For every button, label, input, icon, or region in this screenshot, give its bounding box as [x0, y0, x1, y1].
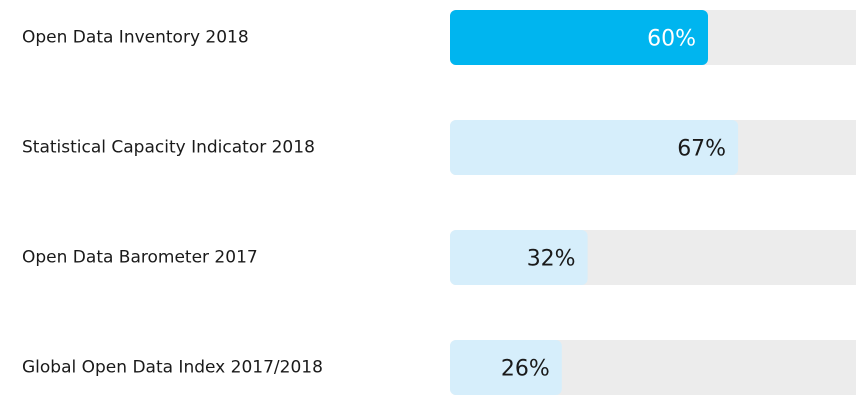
- value-label: 26%: [501, 357, 550, 382]
- row-label: Open Data Barometer 2017: [22, 248, 258, 268]
- value-label: 67%: [677, 137, 726, 162]
- row-label: Open Data Inventory 2018: [22, 28, 249, 48]
- bar: [450, 120, 739, 175]
- row-label: Statistical Capacity Indicator 2018: [22, 138, 315, 158]
- row-label: Global Open Data Index 2017/2018: [22, 358, 323, 378]
- bar: [450, 340, 562, 395]
- value-label: 60%: [647, 27, 696, 52]
- bar: [450, 10, 708, 65]
- value-label: 32%: [527, 247, 576, 272]
- bar: [450, 230, 588, 285]
